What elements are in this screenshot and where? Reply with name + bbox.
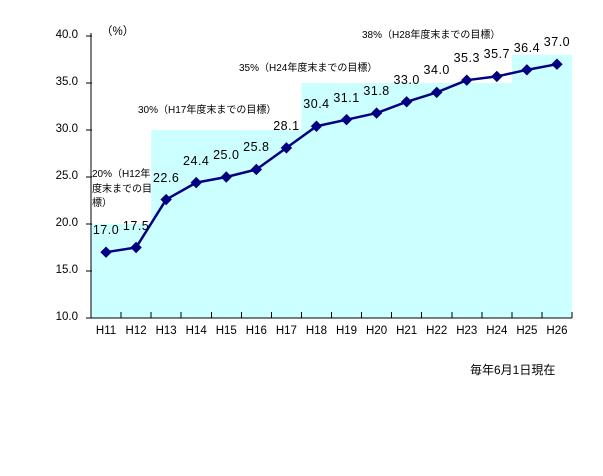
- x-tick-label: H16: [245, 325, 267, 337]
- x-tick-label: H24: [486, 325, 508, 337]
- data-point-marker: [250, 163, 263, 176]
- data-point-label: 36.4: [513, 40, 541, 55]
- x-tick-label: H19: [335, 325, 358, 337]
- data-point-label: 31.8: [363, 84, 390, 99]
- x-tick-label: H26: [546, 325, 568, 337]
- y-tick-label: 10.0: [55, 311, 78, 323]
- x-tick-label: H21: [396, 325, 418, 337]
- y-axis-unit-label: （%）: [101, 26, 135, 38]
- target-annotation: 30%（H17年度末までの目標）: [138, 105, 277, 116]
- x-tick-label: H11: [95, 325, 117, 337]
- x-tick-label: H13: [155, 325, 177, 337]
- data-point-label: 34.0: [423, 63, 450, 78]
- data-point-label: 35.7: [483, 47, 511, 62]
- x-tick-label: H17: [275, 325, 297, 337]
- data-point-label: 28.1: [273, 118, 300, 133]
- x-tick-label: H15: [215, 325, 237, 337]
- data-point-marker: [190, 176, 202, 189]
- target-annotation: 38%（H28年度末までの目標）: [362, 30, 501, 41]
- x-tick-label: H14: [185, 325, 207, 337]
- data-point-label: 33.0: [393, 72, 420, 87]
- x-tick-label: H20: [366, 325, 388, 337]
- target-area: [91, 54, 572, 319]
- y-tick-label: 20.0: [55, 217, 78, 229]
- x-tick-label: H22: [426, 325, 448, 337]
- x-tick-label: H25: [516, 325, 538, 337]
- data-point-marker: [310, 120, 323, 132]
- data-point-marker: [220, 171, 232, 183]
- x-tick-label: H18: [305, 325, 328, 337]
- data-point-label: 25.0: [213, 148, 240, 162]
- data-point-label: 31.1: [333, 90, 360, 105]
- data-point-label: 17.5: [122, 218, 150, 233]
- data-point-label: 17.0: [92, 223, 120, 238]
- y-tick-label: 35.0: [55, 76, 78, 88]
- y-tick-label: 30.0: [55, 123, 78, 135]
- data-series-line: [105, 62, 558, 254]
- data-point-marker: [280, 142, 293, 154]
- data-point-marker: [521, 64, 533, 76]
- data-point-marker: [160, 193, 172, 206]
- data-point-marker: [370, 107, 383, 119]
- data-point-marker: [551, 58, 563, 70]
- data-point-marker: [130, 241, 142, 254]
- data-point-marker: [100, 246, 112, 258]
- footnote: 毎年6月1日現在: [470, 363, 556, 377]
- data-point-label: 24.4: [183, 153, 210, 168]
- data-point-marker: [431, 86, 443, 99]
- y-tick-label: 40.0: [55, 29, 78, 41]
- target-annotation: 35%（H24年度末までの目標）: [239, 63, 378, 74]
- data-point-marker: [340, 113, 353, 126]
- y-tick-label: 15.0: [55, 264, 78, 276]
- data-point-marker: [400, 96, 413, 108]
- x-tick-label: H12: [125, 325, 147, 337]
- data-point-label: 25.8: [243, 140, 270, 155]
- data-point-label: 35.3: [453, 51, 480, 66]
- data-point-marker: [491, 70, 503, 83]
- data-point-label: 30.4: [303, 97, 330, 112]
- data-point-label: 37.0: [543, 35, 571, 50]
- y-tick-label: 25.0: [55, 170, 78, 182]
- x-tick-label: H23: [456, 325, 478, 337]
- target-annotation: 20%（H12年度末までの目標）: [92, 169, 152, 209]
- data-point-label: 22.6: [152, 170, 180, 185]
- data-point-marker: [461, 74, 473, 86]
